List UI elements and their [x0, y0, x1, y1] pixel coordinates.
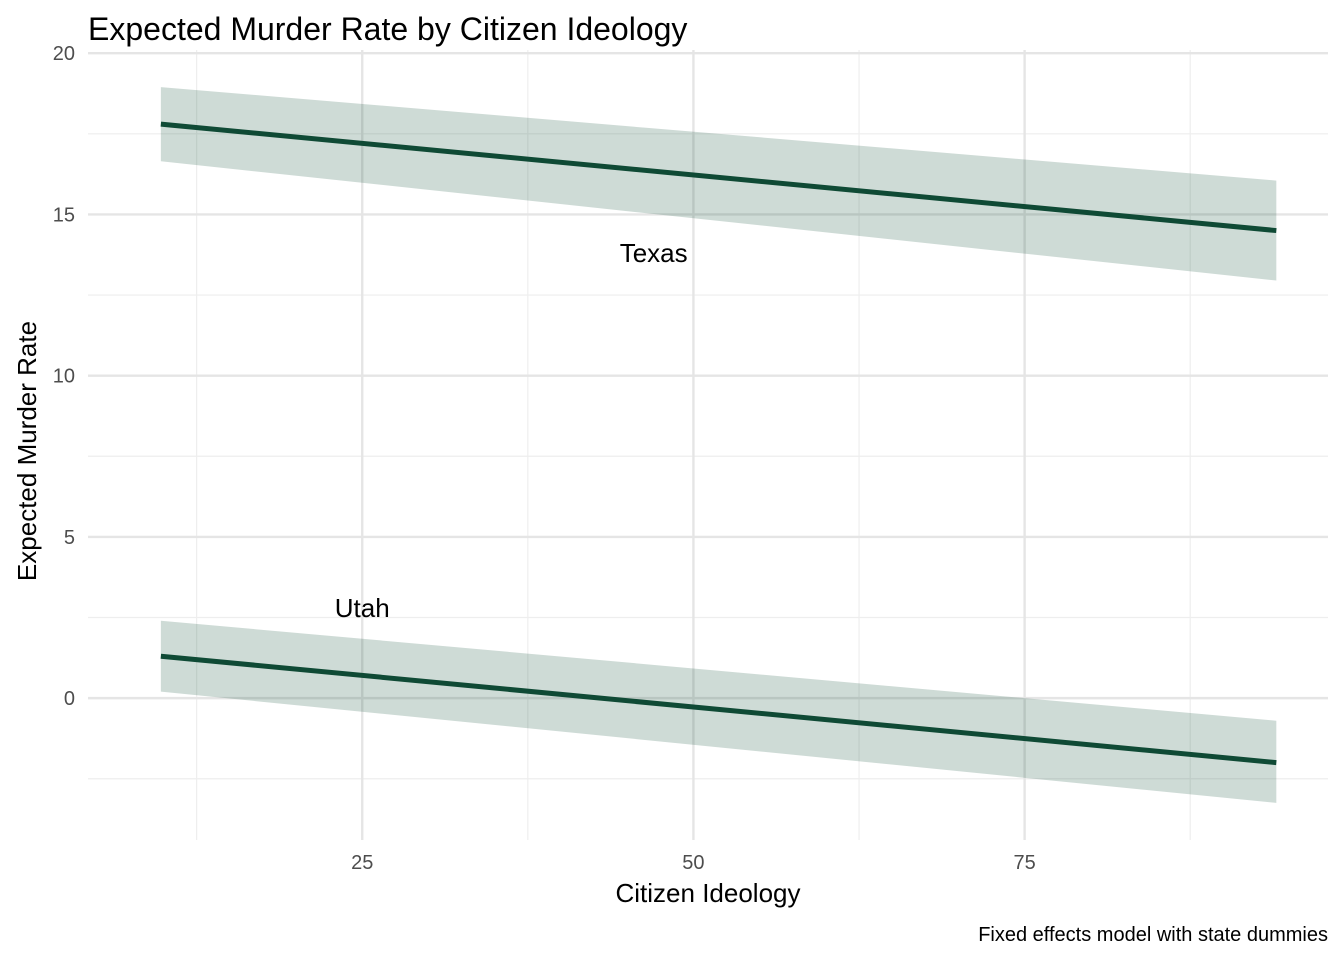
y-tick-label: 20 — [53, 43, 75, 65]
y-tick-label: 0 — [64, 688, 75, 710]
series-lines — [160, 121, 1277, 766]
x-tick-label: 75 — [1013, 852, 1035, 874]
chart-caption: Fixed effects model with state dummies — [978, 924, 1328, 946]
annotation-utah: Utah — [335, 593, 390, 623]
x-axis-title: Citizen Ideology — [616, 878, 801, 908]
y-tick-label: 15 — [53, 204, 75, 226]
y-tick-label: 10 — [53, 366, 75, 388]
annotations: Texas Utah — [335, 238, 688, 623]
y-axis-title: Expected Murder Rate — [12, 321, 42, 581]
x-tick-labels: 25 50 75 — [351, 852, 1036, 874]
grid-major-lines — [88, 50, 1328, 840]
confidence-band-texas — [160, 87, 1277, 281]
series-line-texas — [160, 121, 1277, 234]
y-tick-label: 5 — [64, 527, 75, 549]
series-line-utah — [160, 653, 1277, 766]
annotation-texas: Texas — [620, 238, 688, 268]
x-tick-label: 50 — [682, 852, 704, 874]
confidence-bands — [160, 87, 1277, 803]
grid-minor-lines — [88, 50, 1328, 840]
x-tick-label: 25 — [351, 852, 373, 874]
y-tick-labels: 0 5 10 15 20 — [53, 43, 75, 710]
chart-title: Expected Murder Rate by Citizen Ideology — [88, 11, 687, 47]
